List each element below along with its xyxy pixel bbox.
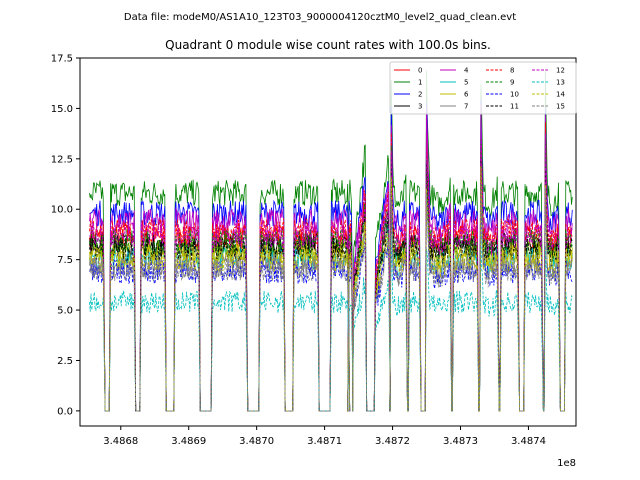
legend-box	[389, 61, 577, 115]
legend-label-7: 7	[464, 103, 468, 111]
legend-label-6: 6	[464, 91, 469, 99]
y-tick-label: 7.5	[57, 255, 73, 266]
series-line-4	[89, 104, 573, 412]
legend-label-12: 12	[556, 67, 565, 75]
x-offset-label: 1e8	[557, 458, 576, 469]
series-line-14	[89, 166, 573, 412]
x-tick-label: 3.4874	[511, 436, 546, 447]
legend-label-14: 14	[556, 91, 565, 99]
figure-suptitle: Data file: modeM0/AS1A10_123T03_90000041…	[124, 12, 516, 23]
y-tick-label: 10.0	[51, 205, 73, 216]
x-tick-label: 3.4873	[443, 436, 478, 447]
chart-title: Quadrant 0 module wise count rates with …	[165, 38, 491, 52]
x-tick-label: 3.4872	[375, 436, 410, 447]
series-layer	[89, 68, 573, 412]
series-line-1	[89, 68, 573, 412]
series-line-10	[89, 188, 573, 412]
legend-label-5: 5	[464, 79, 468, 87]
axes-layer: 3.4868 3.4869 3.4870 3.4871 3.4872 3.4873 3.48…	[51, 54, 546, 448]
x-tick-label: 3.4868	[103, 436, 138, 447]
x-tick-label: 3.4869	[171, 436, 206, 447]
x-tick-label: 3.4870	[239, 436, 274, 447]
legend-label-11: 11	[510, 103, 519, 111]
legend-label-13: 13	[556, 79, 565, 87]
series-line-13	[89, 233, 573, 412]
legend-label-2: 2	[418, 91, 422, 99]
y-tick-label: 2.5	[57, 356, 73, 367]
y-tick-label: 17.5	[51, 54, 73, 65]
series-line-8	[89, 122, 573, 412]
legend-label-15: 15	[556, 103, 565, 111]
legend-label-1: 1	[418, 79, 422, 87]
y-tick-label: 0.0	[57, 406, 73, 417]
legend-label-0: 0	[418, 67, 422, 75]
series-line-12	[89, 128, 573, 412]
series-line-2	[89, 99, 573, 412]
legend-label-9: 9	[510, 79, 514, 87]
series-line-15	[89, 183, 573, 412]
legend-label-8: 8	[510, 67, 514, 75]
y-tick-label: 5.0	[57, 306, 73, 317]
legend-label-10: 10	[510, 91, 519, 99]
legend-label-4: 4	[464, 67, 469, 75]
legend-label-3: 3	[418, 103, 422, 111]
y-tick-label: 12.5	[51, 154, 73, 165]
plot-frame	[79, 57, 577, 427]
x-tick-label: 3.4871	[307, 436, 342, 447]
y-tick-label: 15.0	[51, 104, 73, 115]
